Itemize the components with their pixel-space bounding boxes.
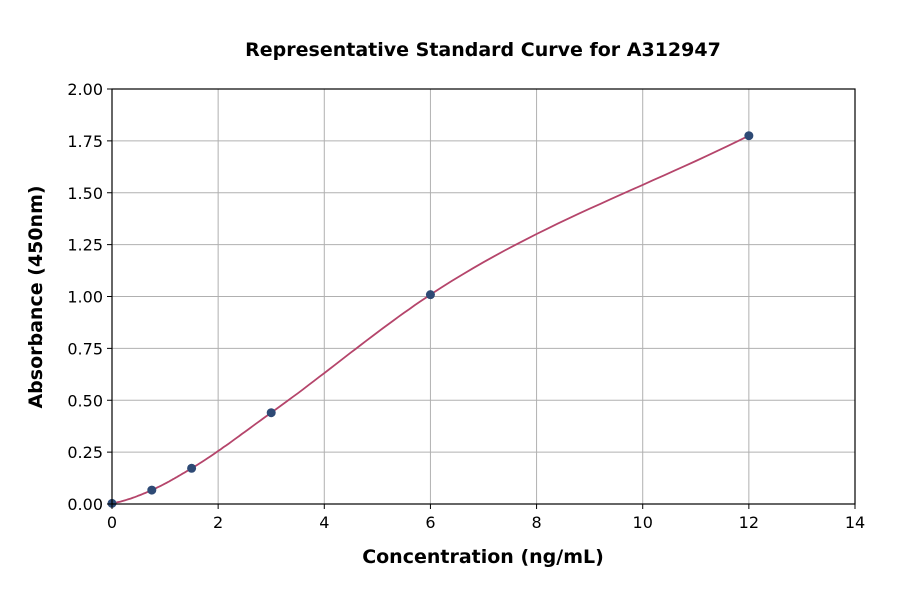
data-point [425, 290, 435, 300]
data-point [187, 463, 197, 473]
y-axis-label: Absorbance (450nm) [25, 185, 47, 408]
y-tick-label: 1.50 [67, 184, 103, 203]
fit-curve [111, 134, 750, 505]
y-tick-label: 1.25 [67, 236, 103, 255]
y-tick-label: 2.00 [67, 80, 103, 99]
x-tick-label: 12 [739, 513, 759, 532]
data-point [266, 408, 276, 418]
y-tick-label: 0.00 [67, 495, 103, 514]
chart-title: Representative Standard Curve for A31294… [245, 39, 721, 61]
y-tick-label: 1.00 [67, 288, 103, 307]
x-axis-label: Concentration (ng/mL) [362, 546, 604, 568]
x-tick-label: 8 [531, 513, 541, 532]
x-tick-label: 0 [107, 513, 117, 532]
x-tick-label: 14 [845, 513, 865, 532]
y-tick-label: 0.75 [67, 339, 103, 358]
y-ticks: 0.00 0.25 0.50 0.75 1.00 1.25 1.50 1.75 2.00 [67, 80, 112, 514]
grid [111, 88, 856, 505]
x-ticks: 0 2 4 6 8 10 12 14 [107, 504, 865, 532]
x-tick-label: 10 [633, 513, 653, 532]
data-point [744, 131, 754, 141]
y-tick-label: 1.75 [67, 132, 103, 151]
data-point [147, 485, 157, 495]
fit-curve-layer [111, 134, 750, 505]
x-tick-label: 6 [425, 513, 435, 532]
y-tick-label: 0.25 [67, 443, 103, 462]
y-tick-label: 0.50 [67, 391, 103, 410]
x-tick-label: 2 [213, 513, 223, 532]
x-tick-label: 4 [319, 513, 329, 532]
